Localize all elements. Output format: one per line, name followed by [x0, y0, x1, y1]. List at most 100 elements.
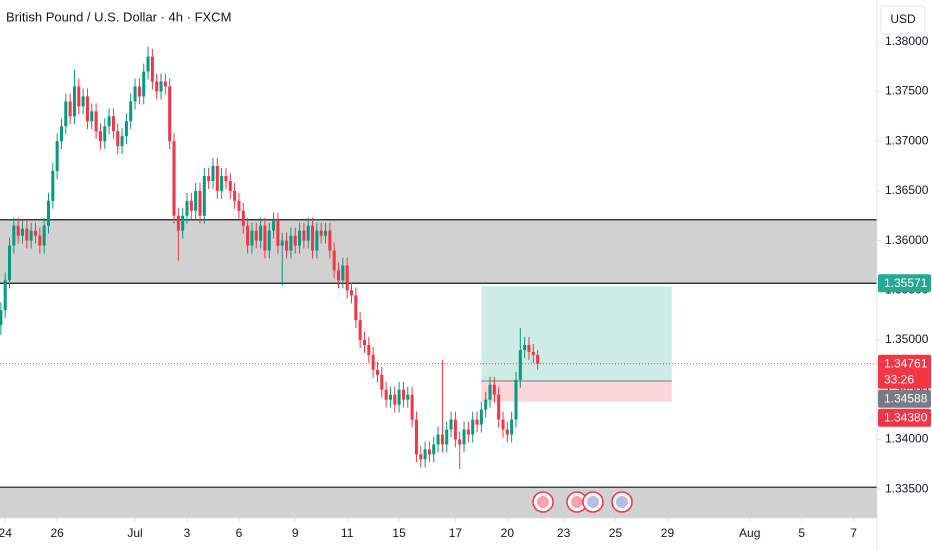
candle-body — [25, 228, 29, 241]
candle-body — [29, 230, 33, 241]
candle-body — [514, 379, 518, 420]
candle-body — [462, 429, 466, 445]
candle-body — [146, 56, 150, 72]
candle-body — [259, 225, 263, 241]
price-tag — [878, 389, 931, 408]
x-tick-label: 26 — [50, 526, 64, 540]
candle-body — [211, 166, 215, 181]
candle-body — [181, 215, 185, 231]
candle-body — [354, 295, 358, 321]
candle-body — [345, 265, 349, 291]
candle-body — [98, 131, 102, 142]
candle-body — [328, 230, 332, 251]
flag — [571, 496, 583, 508]
candle-body — [302, 230, 306, 241]
candle-body — [371, 354, 375, 370]
candle-body — [142, 71, 146, 97]
candle-body — [46, 200, 50, 226]
candle-body — [341, 265, 345, 281]
candle-body — [33, 230, 38, 236]
candle-body — [311, 225, 315, 251]
candle-body — [414, 419, 418, 455]
candle-body — [510, 419, 514, 435]
x-tick-label: Aug — [739, 526, 760, 540]
candle-body — [453, 419, 457, 440]
candle-body — [492, 384, 496, 395]
candle-body — [59, 126, 63, 142]
candle-body — [497, 394, 501, 420]
candle-body — [272, 220, 276, 231]
currency-label: USD — [890, 12, 916, 26]
candle-body — [111, 116, 115, 132]
x-tick-label: Jul — [127, 526, 142, 540]
candle-body — [397, 389, 401, 405]
candle-body — [3, 280, 7, 311]
x-tick-label: 15 — [392, 526, 406, 540]
x-tick-label: 29 — [661, 526, 675, 540]
candle-body — [475, 419, 479, 425]
candle-body — [293, 235, 297, 246]
candle-body — [289, 235, 293, 251]
x-tick-label: 3 — [184, 526, 191, 540]
zone — [0, 487, 877, 518]
candle-body — [85, 96, 89, 122]
x-tick-label: 7 — [850, 526, 857, 540]
candle-body — [124, 121, 128, 137]
candle-body — [263, 225, 267, 251]
candle-body — [375, 369, 379, 375]
candle-body — [319, 230, 323, 236]
candle-body — [250, 230, 254, 246]
candle-body — [518, 349, 522, 380]
candle-body — [501, 419, 505, 430]
candle-body — [103, 126, 107, 142]
candle-body — [189, 200, 193, 211]
candle-body — [120, 136, 124, 147]
candle-body — [285, 240, 289, 251]
candle-body — [168, 86, 172, 142]
candle-body — [246, 225, 250, 246]
candle-body — [479, 409, 483, 425]
price-tag — [878, 408, 931, 427]
price-tag-label: 1.34588 — [884, 391, 928, 405]
candle-body — [488, 384, 492, 400]
price-tag-label: 1.34380 — [884, 410, 928, 424]
candle-body — [419, 454, 423, 460]
candle-body — [254, 230, 258, 241]
candle-body — [436, 434, 440, 445]
candle-body — [267, 230, 271, 251]
candle-body — [150, 56, 154, 82]
candle-body — [523, 345, 527, 350]
candle-body — [51, 171, 55, 201]
loss-zone — [481, 380, 672, 402]
event-icons — [532, 491, 633, 513]
candle-body — [332, 250, 336, 271]
candle-body — [176, 215, 180, 231]
candle-body — [298, 230, 302, 246]
candle-body — [38, 235, 42, 246]
candle-body — [155, 81, 159, 92]
candle-body — [427, 449, 431, 455]
candle-body — [384, 389, 388, 400]
candle-body — [471, 419, 475, 435]
currency-button[interactable] — [880, 5, 926, 35]
y-tick-label: 1.37000 — [885, 133, 929, 147]
candle-body — [81, 96, 85, 107]
candle-body — [276, 220, 280, 246]
candle-body — [163, 81, 167, 87]
candle-body — [194, 190, 198, 211]
candle-body — [536, 354, 540, 364]
candle-body — [237, 200, 241, 211]
candle-body — [527, 345, 531, 352]
x-tick-label: 24 — [0, 526, 12, 540]
candle-body — [358, 320, 362, 341]
candle-body — [388, 394, 392, 400]
candle-body — [315, 230, 319, 251]
candle-body — [233, 190, 237, 201]
candle-body — [406, 394, 410, 400]
candle-body — [349, 290, 354, 296]
plot-area — [0, 46, 877, 518]
candle-body — [401, 389, 405, 400]
y-tick-label: 1.34000 — [885, 432, 929, 446]
